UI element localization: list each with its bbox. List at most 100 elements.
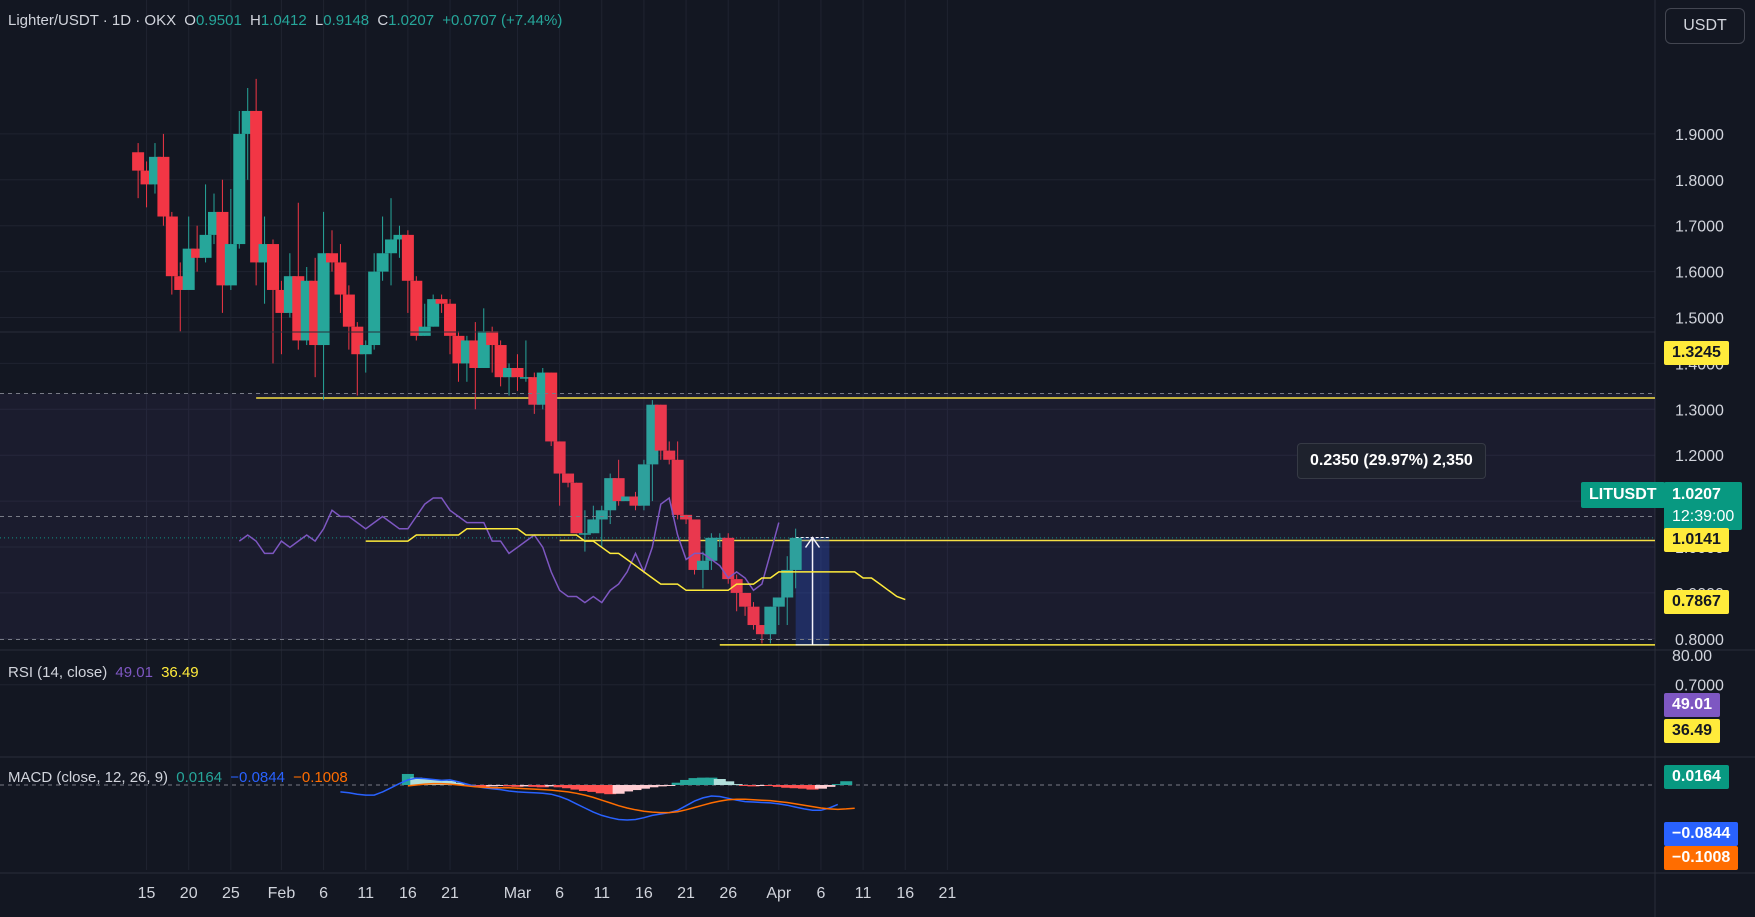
candle-body xyxy=(410,280,423,336)
time-tick-label: 25 xyxy=(222,885,240,902)
macd-hist-bar xyxy=(831,784,844,786)
price-tag-last: 1.0207 12:39:00 xyxy=(1664,482,1743,530)
candle-body xyxy=(401,234,414,281)
high-value: 1.0412 xyxy=(260,12,307,29)
macd-hist-tag: 0.0164 xyxy=(1664,765,1729,789)
candle-body xyxy=(393,234,406,240)
macd-hist-value: 0.0164 xyxy=(176,769,223,786)
price-tick-label: 0.8000 xyxy=(1675,632,1724,649)
macd-hist-bar xyxy=(646,785,659,788)
time-tick-label: 11 xyxy=(593,885,610,902)
time-tick-label: 11 xyxy=(855,885,872,902)
symbol-name: Lighter/USDT · 1D · OKX xyxy=(8,12,177,29)
macd-hist-bar xyxy=(587,785,600,792)
candle-body xyxy=(621,496,634,502)
macd-hist-bar xyxy=(772,785,785,787)
macd-hist-bar xyxy=(621,785,634,792)
last-price: 1.0207 xyxy=(1672,486,1721,503)
time-tick-label: 6 xyxy=(555,885,564,902)
candle-body xyxy=(587,519,600,534)
candle-body xyxy=(326,253,339,263)
symbol-legend: Lighter/USDT · 1D · OKX O0.9501 H1.0412 … xyxy=(8,12,566,29)
macd-hist-bar xyxy=(578,785,591,791)
low-label: L xyxy=(314,12,324,29)
candle-body xyxy=(730,579,743,593)
price-tick-label: 1.3000 xyxy=(1675,402,1724,419)
macd-hist-bar xyxy=(595,785,608,794)
candle-body xyxy=(671,459,684,515)
price-tick-label: 0.7000 xyxy=(1675,678,1724,695)
time-tick-label: 21 xyxy=(677,885,695,902)
macd-hist-bar xyxy=(435,780,448,785)
open-value: 0.9501 xyxy=(195,12,242,29)
time-tick-label: Feb xyxy=(268,885,296,902)
macd-hist-bar xyxy=(553,785,566,788)
candle-body xyxy=(368,271,381,346)
macd-hist-bar xyxy=(705,777,718,785)
candle-body xyxy=(486,331,499,346)
macd-hist-bar xyxy=(806,785,819,790)
macd-hist-bar xyxy=(511,785,524,787)
macd-hist-bar xyxy=(562,785,575,789)
macd-hist-bar xyxy=(494,785,507,786)
candle-body xyxy=(612,478,625,502)
macd-hist-bar xyxy=(654,785,667,787)
candle-body xyxy=(267,244,279,290)
macd-hist-bar xyxy=(755,785,768,786)
candle-body xyxy=(578,533,591,535)
macd-hist-bar xyxy=(823,785,836,787)
candle-body xyxy=(191,248,204,258)
time-tick-label: 16 xyxy=(399,885,417,902)
candle-body xyxy=(739,592,752,607)
price-tag-support-low: 0.7867 xyxy=(1664,590,1729,614)
time-tick-label: 21 xyxy=(441,885,459,902)
rsi-upper-label: 80.00 xyxy=(1672,648,1713,665)
candle-body xyxy=(553,441,566,474)
macd-hist-bar xyxy=(781,785,794,788)
macd-line-tag: −0.0844 xyxy=(1664,822,1739,846)
change-value: +0.0707 (+7.44%) xyxy=(442,12,563,29)
candle-body xyxy=(199,234,212,258)
macd-hist-bar xyxy=(680,779,693,785)
rsi-value-tag: 49.01 xyxy=(1664,693,1721,717)
currency-button[interactable]: USDT xyxy=(1665,8,1745,44)
low-value: 0.9148 xyxy=(323,12,370,29)
macd-hist-bar xyxy=(410,777,423,785)
candle-body xyxy=(511,367,524,378)
open-label: O xyxy=(184,12,196,29)
candle-body xyxy=(747,606,760,626)
rsi-legend: RSI (14, close) 49.01 36.49 xyxy=(8,664,203,681)
candle-body xyxy=(789,537,802,570)
candle-body xyxy=(755,625,768,635)
candle-body xyxy=(165,216,178,277)
candle-body xyxy=(359,345,372,355)
candle-body xyxy=(418,326,431,336)
price-tick-label: 1.9000 xyxy=(1675,127,1724,144)
macd-signal-value: −0.1008 xyxy=(293,769,348,786)
price-tick-label: 1.5000 xyxy=(1675,311,1724,328)
candle-body xyxy=(713,537,726,540)
price-tick-label: 1.8000 xyxy=(1675,173,1724,190)
macd-hist-bar xyxy=(477,785,490,787)
candle-body xyxy=(545,372,558,442)
candle-body xyxy=(519,377,532,379)
candle-body xyxy=(680,514,693,520)
macd-hist-bar xyxy=(604,785,617,795)
ticker-tag: LITUSDT xyxy=(1581,482,1665,508)
macd-hist-bar xyxy=(764,785,777,786)
candle-body xyxy=(696,560,709,570)
candle-body xyxy=(233,133,246,245)
candle-body xyxy=(376,253,389,272)
rsi-label: RSI (14, close) xyxy=(8,664,108,681)
candle-body xyxy=(722,537,735,580)
macd-hist-bar xyxy=(696,777,709,785)
time-tick-label: 6 xyxy=(319,885,328,902)
macd-hist-bar xyxy=(814,785,827,789)
macd-hist-bar xyxy=(486,785,499,787)
candle-body xyxy=(562,473,575,483)
time-tick-label: 6 xyxy=(816,885,825,902)
price-tick-label: 1.7000 xyxy=(1675,219,1724,236)
rsi-ma-tag: 36.49 xyxy=(1664,719,1721,743)
macd-hist-bar xyxy=(545,785,558,787)
candle-body xyxy=(772,597,785,607)
